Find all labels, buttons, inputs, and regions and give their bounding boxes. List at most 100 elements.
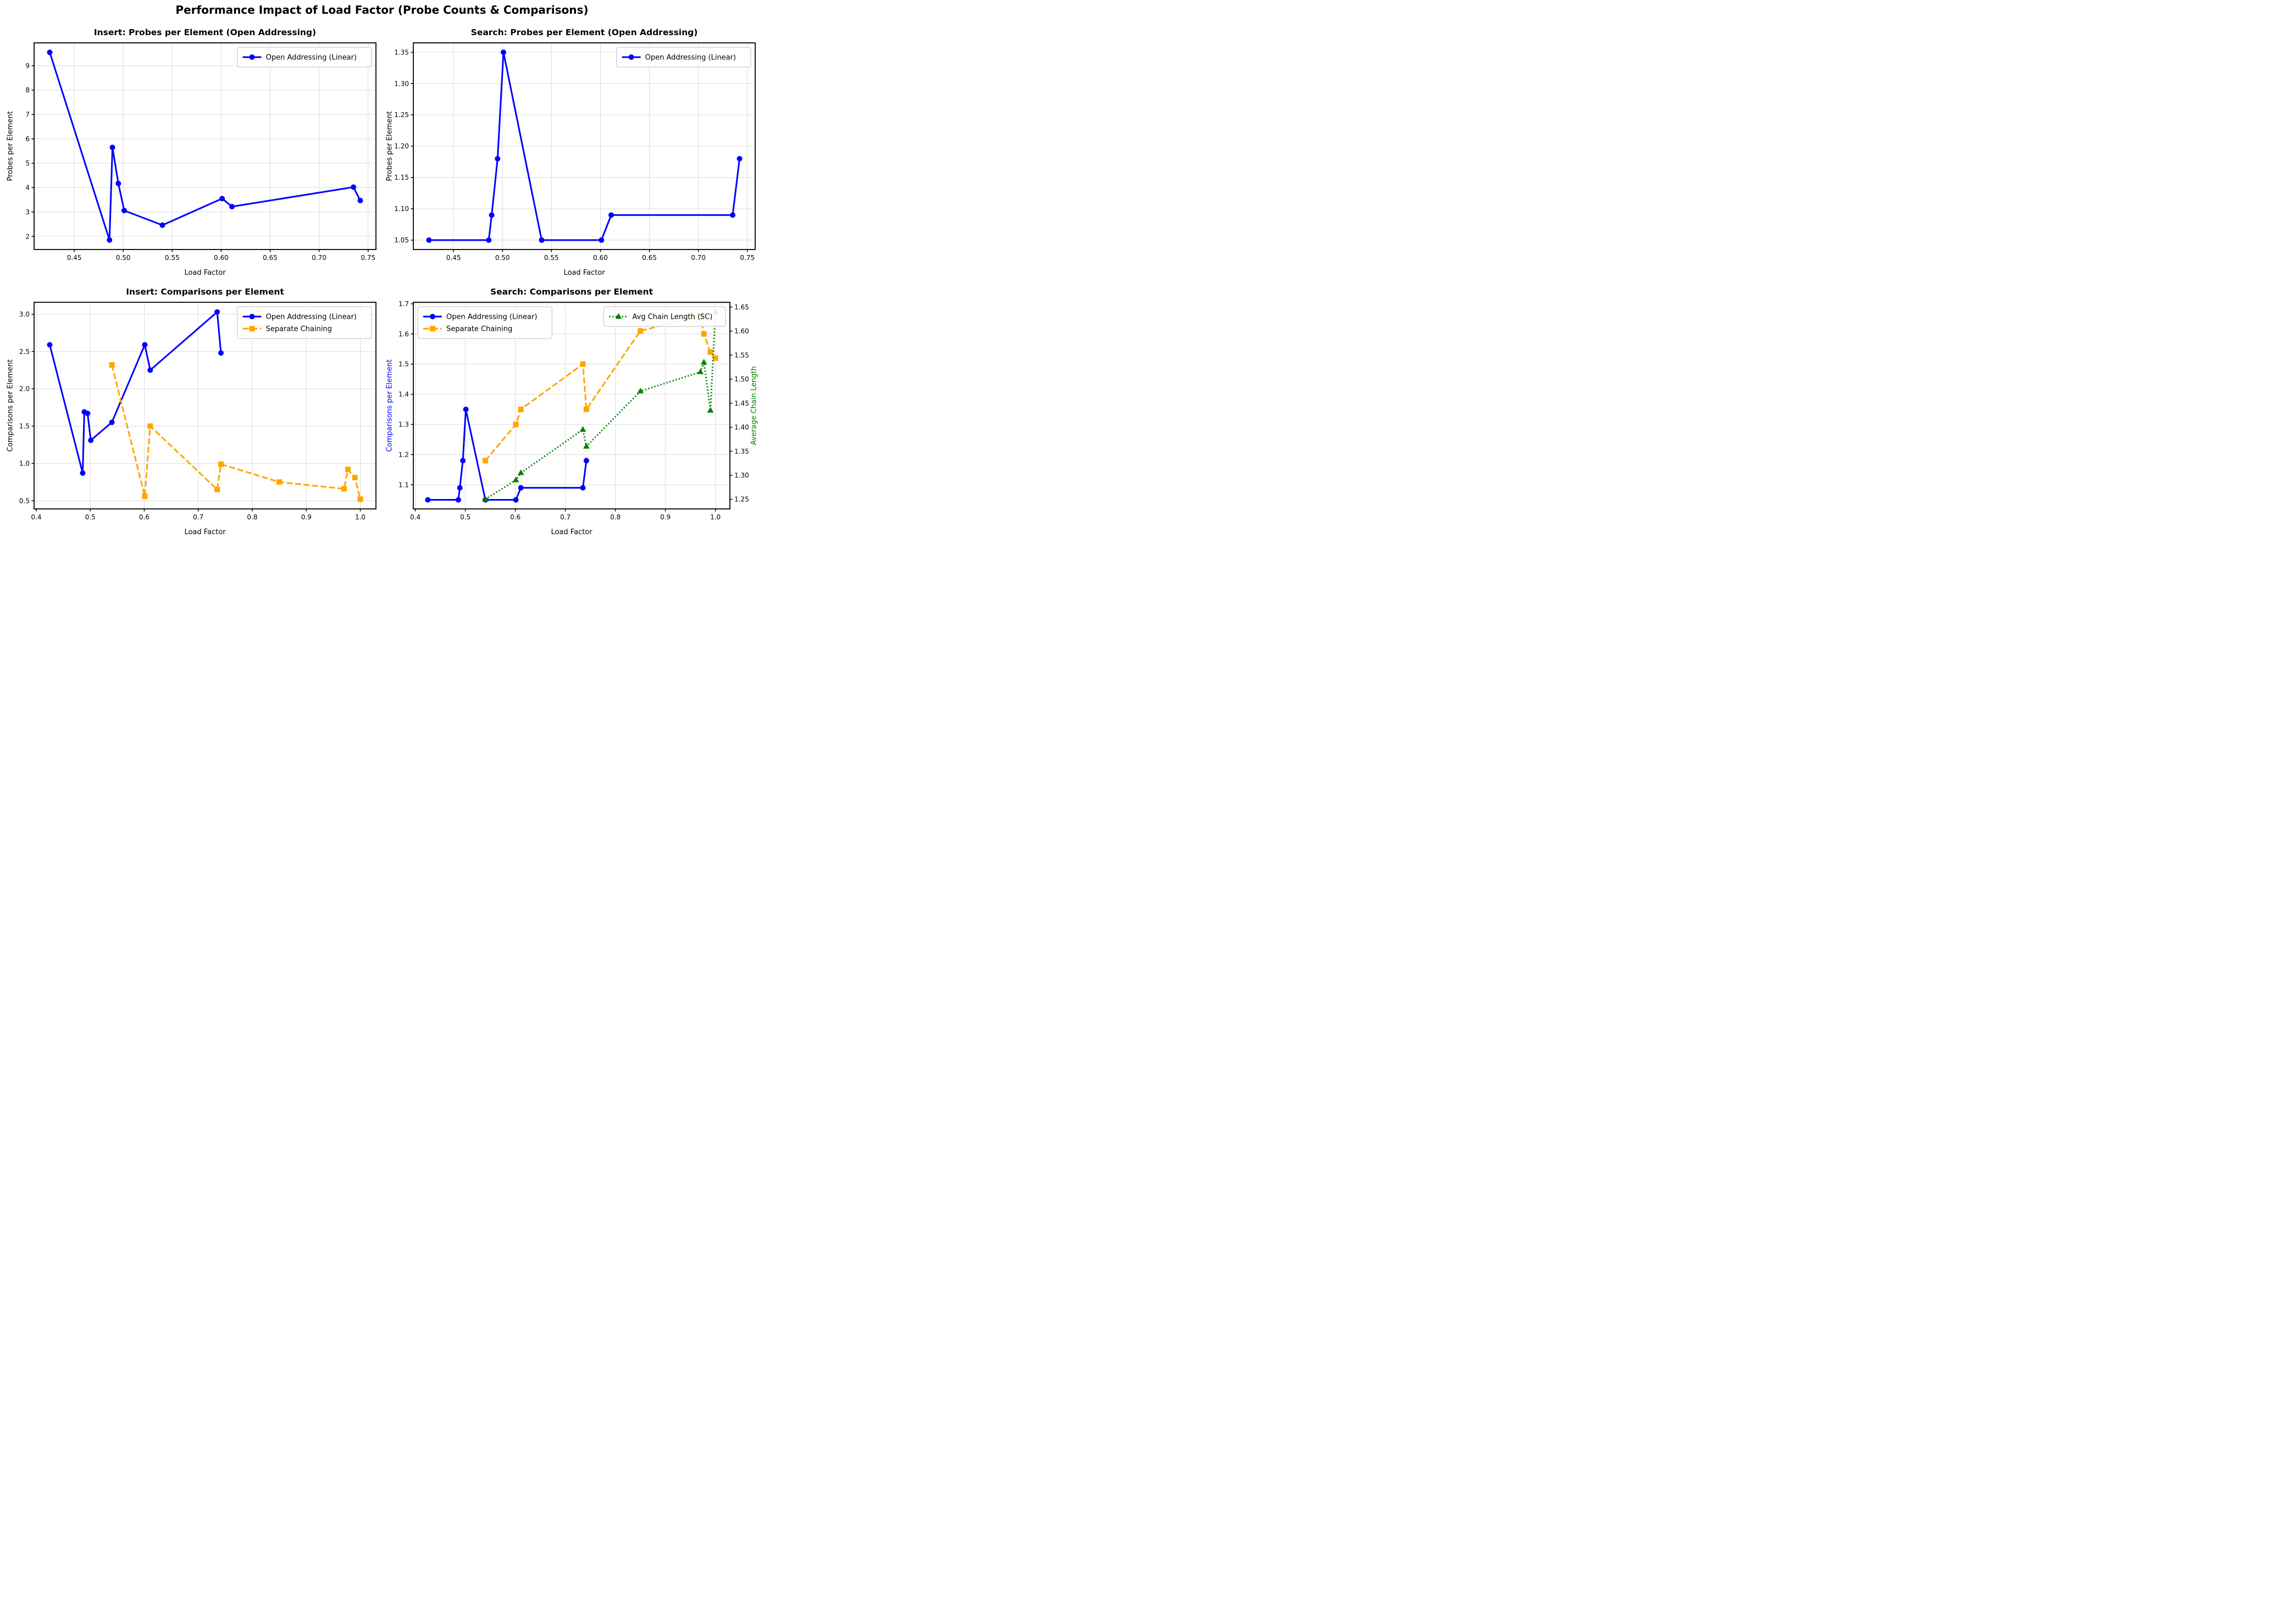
data-point [121, 208, 127, 214]
svg-text:1.4: 1.4 [398, 391, 409, 398]
x-axis-label: Load Factor [184, 269, 226, 277]
data-point [518, 406, 524, 412]
y-axis-label: Comparisons per Element [6, 359, 15, 452]
svg-text:1.40: 1.40 [734, 424, 749, 431]
y2-ticks: 1.25 1.30 1.35 1.40 1.45 1.50 1.55 1.60 1.65 [730, 303, 749, 503]
svg-text:0.50: 0.50 [495, 254, 510, 262]
svg-text:1.35: 1.35 [394, 48, 409, 56]
subplot-insert-probes: Open Addressing (Linear) 0.45 0.50 0.55 0.60… [3, 24, 381, 277]
svg-text:1.15: 1.15 [394, 174, 409, 181]
data-point [712, 355, 718, 361]
x-ticks: 0.45 0.50 0.55 0.60 0.65 0.70 0.75 [446, 250, 755, 262]
svg-text:0.7: 0.7 [193, 513, 203, 521]
svg-text:0.6: 0.6 [139, 513, 150, 521]
data-point [214, 309, 220, 315]
svg-text:1.35: 1.35 [734, 447, 749, 455]
chart-title: Search: Comparisons per Element [490, 287, 653, 297]
data-point [425, 497, 431, 503]
data-point [483, 458, 489, 464]
legend-label: Open Addressing (Linear) [645, 54, 736, 62]
grid [413, 43, 755, 250]
svg-text:0.55: 0.55 [165, 254, 180, 262]
data-point [47, 342, 53, 348]
data-point [276, 479, 283, 485]
svg-text:2.0: 2.0 [19, 385, 30, 393]
data-point [579, 426, 586, 432]
x-ticks: 0.4 0.5 0.6 0.7 0.8 0.9 1.0 [31, 509, 366, 521]
series-open-addressing-linear [425, 406, 589, 503]
svg-text:0.65: 0.65 [263, 254, 278, 262]
y-axis-label: Probes per Element [6, 111, 15, 181]
svg-text:1.7: 1.7 [398, 300, 409, 308]
svg-text:1.20: 1.20 [394, 142, 409, 150]
data-point [142, 493, 148, 499]
data-point [513, 497, 519, 503]
svg-text:1.25: 1.25 [394, 111, 409, 119]
data-point [85, 411, 91, 417]
axes-frame [413, 302, 730, 509]
subplot-search-probes: Open Addressing (Linear) 0.45 0.50 0.55 0.60… [383, 24, 761, 277]
x-ticks: 0.45 0.50 0.55 0.60 0.65 0.70 0.75 [67, 250, 375, 262]
svg-text:1.45: 1.45 [734, 400, 749, 407]
data-point [500, 49, 506, 56]
data-point [80, 470, 86, 476]
legend: Open Addressing (Linear) [236, 47, 372, 68]
data-point [489, 212, 495, 218]
legend-label: Open Addressing (Linear) [266, 54, 357, 62]
svg-text:1.05: 1.05 [394, 236, 409, 244]
svg-text:2.5: 2.5 [19, 348, 30, 356]
svg-text:7: 7 [25, 111, 30, 119]
legend: Open Addressing (Linear) [616, 47, 751, 68]
y-axis-label: Comparisons per Element [385, 359, 394, 452]
x-axis-label: Load Factor [184, 528, 226, 536]
legend-label: Separate Chaining [266, 325, 332, 334]
svg-text:0.55: 0.55 [544, 254, 559, 262]
svg-text:1.10: 1.10 [394, 205, 409, 213]
series-separate-chaining [109, 362, 363, 502]
axes-frame [34, 42, 377, 250]
subplot-insert-comparisons: Open Addressing (Linear) Separate Chainin… [3, 284, 381, 536]
svg-text:0.9: 0.9 [301, 513, 312, 521]
data-point [512, 476, 519, 483]
svg-text:0.9: 0.9 [660, 513, 671, 521]
svg-text:1.3: 1.3 [398, 421, 409, 429]
data-point [341, 486, 347, 492]
data-point [229, 203, 235, 209]
svg-text:1.6: 1.6 [398, 330, 409, 338]
svg-text:4: 4 [25, 184, 30, 192]
svg-text:0.60: 0.60 [214, 254, 229, 262]
y-ticks: 1.1 1.2 1.3 1.4 1.5 1.6 1.7 [398, 300, 413, 489]
svg-text:0.65: 0.65 [642, 254, 657, 262]
svg-text:0.50: 0.50 [116, 254, 131, 262]
legend-label: Open Addressing (Linear) [446, 313, 537, 322]
svg-text:0.45: 0.45 [446, 254, 461, 262]
data-point [147, 423, 153, 429]
svg-text:0.4: 0.4 [31, 513, 41, 521]
svg-text:1.5: 1.5 [19, 423, 30, 430]
data-point [142, 342, 148, 348]
svg-text:5: 5 [25, 159, 30, 167]
svg-text:0.70: 0.70 [691, 254, 706, 262]
x-axis-label: Load Factor [551, 528, 593, 536]
data-point [638, 328, 644, 334]
data-point [455, 497, 461, 503]
grid [413, 302, 730, 509]
svg-text:0.8: 0.8 [610, 513, 621, 521]
svg-text:0.4: 0.4 [410, 513, 420, 521]
data-point [357, 496, 363, 502]
chart-canvas-insert-comparisons: Open Addressing (Linear) Separate Chainin… [19, 302, 377, 521]
svg-text:0.6: 0.6 [510, 513, 521, 521]
svg-text:1.30: 1.30 [734, 472, 749, 479]
data-point [47, 49, 53, 56]
data-point [463, 406, 469, 412]
data-point [219, 196, 225, 202]
data-point [218, 461, 224, 467]
data-point [697, 368, 704, 374]
svg-text:6: 6 [25, 135, 30, 143]
grid [34, 43, 376, 250]
data-point [147, 367, 153, 373]
svg-text:2: 2 [25, 232, 30, 240]
data-point [583, 458, 589, 464]
data-point [707, 407, 714, 413]
svg-text:0.60: 0.60 [593, 254, 608, 262]
